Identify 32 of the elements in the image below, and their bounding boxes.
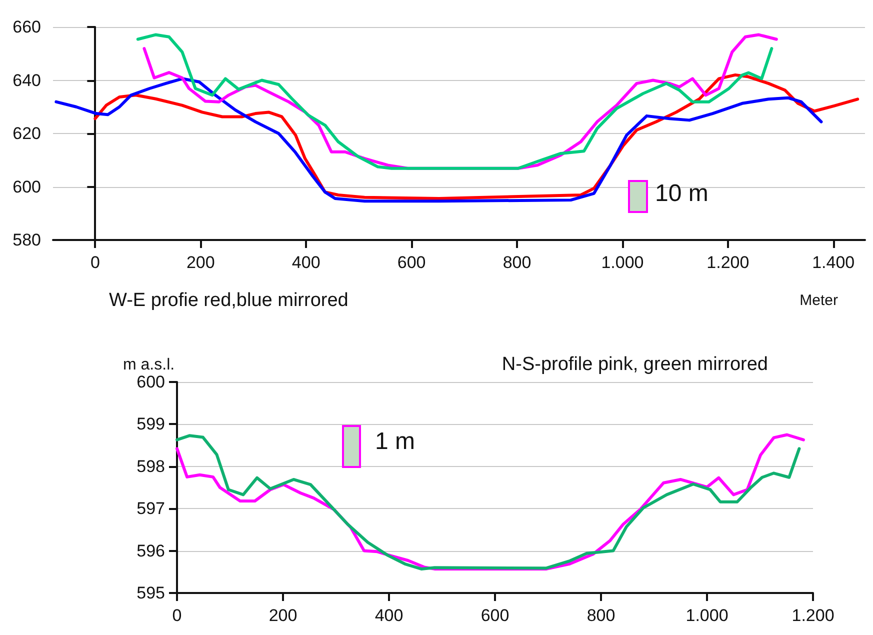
x-tick-label: 1.400 <box>812 253 855 272</box>
y-tick-label: 620 <box>12 124 41 143</box>
y-tick-label: 596 <box>136 541 165 560</box>
chart-title: N-S-profile pink, green mirrored <box>502 354 768 375</box>
y-tick-label: 599 <box>136 414 165 434</box>
x-tick-label: 600 <box>397 253 426 272</box>
x-tick-label: 1.000 <box>686 606 728 625</box>
x-tick-label: 200 <box>186 253 215 272</box>
x-tick-label: 400 <box>374 606 404 625</box>
y-tick-label: 600 <box>136 372 165 392</box>
y-tick-label: 640 <box>12 70 41 90</box>
y-tick-label: 598 <box>136 456 165 476</box>
text: W-E profie red,blue mirrored <box>109 290 348 311</box>
x-tick-label: 1.200 <box>706 253 750 272</box>
y-tick-label: 660 <box>12 18 41 36</box>
y-tick-label: 580 <box>12 230 41 250</box>
x-tick-label: 600 <box>480 606 510 625</box>
y-tick-label: 600 <box>12 177 41 196</box>
x-axis-title: Meter <box>800 292 838 309</box>
x-tick-label: 1.200 <box>792 606 834 625</box>
x-tick-label: 800 <box>502 253 532 272</box>
y-axis-title: m a.s.l. <box>123 356 175 374</box>
x-tick-label: 1.000 <box>601 253 644 272</box>
annotation: 1 m <box>375 428 416 456</box>
x-tick-label: 800 <box>586 606 616 625</box>
x-tick-label: 0 <box>172 606 182 625</box>
annotation: 10 m <box>655 180 708 208</box>
x-tick-label: 0 <box>90 253 100 272</box>
x-tick-label: 400 <box>292 253 320 272</box>
x-tick-label: 200 <box>268 606 298 625</box>
y-tick-label: 595 <box>136 584 165 602</box>
y-tick-label: 597 <box>136 499 165 518</box>
